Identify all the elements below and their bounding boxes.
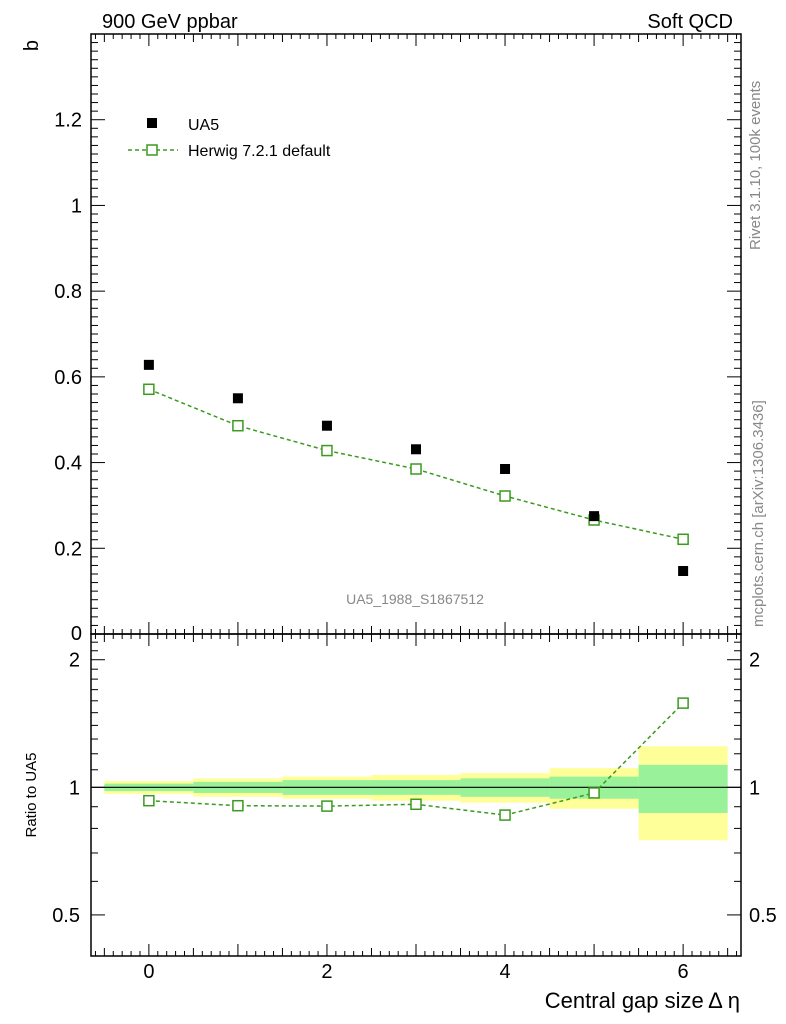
herwig-point bbox=[677, 533, 689, 546]
header-left-label: 900 GeV ppbar bbox=[102, 11, 238, 33]
ratio-tick-label-right: 1 bbox=[749, 777, 760, 799]
ua5-point bbox=[143, 359, 154, 370]
herwig-point bbox=[232, 419, 244, 432]
rivet-version-label: Rivet 3.1.10, 100k events bbox=[747, 81, 764, 250]
ratio-herwig-point bbox=[677, 697, 689, 709]
ratio-herwig-point bbox=[143, 794, 155, 807]
y-tick-label: 0.6 bbox=[54, 367, 82, 389]
ratio-tick-label-left: 2 bbox=[69, 650, 80, 672]
y-tick-label: 0.4 bbox=[54, 453, 82, 475]
ua5-point bbox=[232, 393, 243, 404]
header-right-label: Soft QCD bbox=[647, 11, 733, 33]
legend-ua5-marker bbox=[147, 118, 157, 128]
legend-ua5-label: UA5 bbox=[188, 117, 219, 134]
legend-herwig-marker bbox=[146, 144, 158, 156]
herwig-point bbox=[410, 463, 422, 475]
ratio-tick-label-left: 0.5 bbox=[52, 905, 80, 927]
ratio-axis-label: Ratio to UA5 bbox=[23, 752, 40, 837]
x-tick-label: 2 bbox=[321, 961, 332, 983]
ratio-uncertainty-bands bbox=[104, 746, 728, 841]
y-tick-label: 0.8 bbox=[54, 281, 82, 303]
y-axis-label: b bbox=[21, 40, 43, 51]
ua5-point bbox=[411, 444, 421, 455]
ratio-herwig-point bbox=[499, 809, 511, 821]
ratio-herwig-point bbox=[321, 800, 333, 812]
ua5-point bbox=[589, 511, 600, 522]
ratio-tick-label-right: 2 bbox=[749, 650, 760, 672]
mcplots-reference-label: mcplots.cern.ch [arXiv:1306.3436] bbox=[750, 400, 767, 627]
x-tick-label: 4 bbox=[499, 961, 510, 983]
tick-labels: 0 2 4 6 0.2 0.4 0.6 0.8 1 1.2 0 0.5 0.5 1 1 2 2 bbox=[52, 110, 777, 983]
ratio-herwig-point bbox=[232, 799, 244, 812]
herwig-point bbox=[321, 444, 333, 457]
analysis-watermark: UA5_1988_S1867512 bbox=[346, 591, 484, 607]
legend-herwig-label: Herwig 7.2.1 default bbox=[188, 143, 331, 160]
y-zero-tick-label: 0 bbox=[71, 623, 82, 645]
ua5-point bbox=[678, 566, 689, 576]
y-tick-label: 1.2 bbox=[54, 110, 82, 132]
ratio-tick-label-right: 0.5 bbox=[749, 905, 777, 927]
ua5-point bbox=[500, 464, 511, 474]
data-marks bbox=[143, 359, 689, 821]
x-tick-label: 6 bbox=[678, 961, 689, 983]
ua5-point bbox=[321, 420, 332, 431]
ratio-tick-label-left: 1 bbox=[69, 777, 80, 799]
herwig-point bbox=[499, 490, 511, 502]
y-tick-label: 0.2 bbox=[54, 538, 82, 560]
legend: UA5 Herwig 7.2.1 default bbox=[128, 117, 331, 160]
herwig-point bbox=[143, 383, 155, 396]
x-axis-label: Central gap size Δ η bbox=[545, 988, 740, 1013]
ratio-herwig-point bbox=[588, 787, 600, 799]
x-tick-label: 0 bbox=[143, 961, 154, 983]
y-tick-label: 1 bbox=[71, 195, 82, 217]
ratio-band-inner bbox=[638, 764, 728, 813]
ratio-herwig-point bbox=[410, 798, 422, 811]
axis-ticks bbox=[91, 33, 741, 957]
